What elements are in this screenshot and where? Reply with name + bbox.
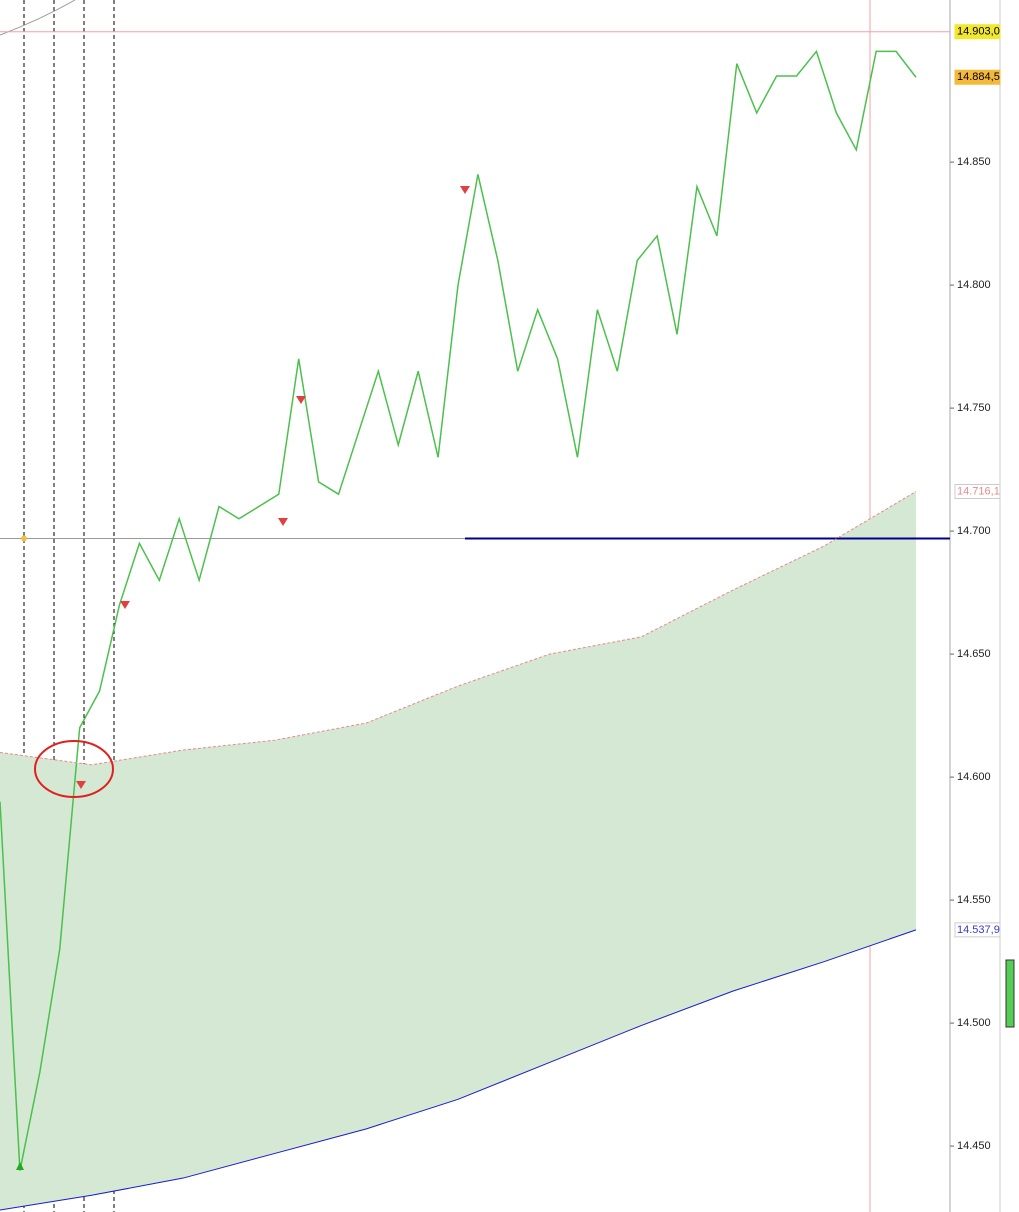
y-tick-label: 14.550 bbox=[957, 894, 991, 906]
price-label: 14.537,9 bbox=[957, 924, 1000, 936]
y-tick-label: 14.500 bbox=[957, 1017, 991, 1029]
plot: 14.450 14.500 14.550 14.600 14.650 14.700 14.7… bbox=[0, 24, 1001, 1211]
price-label: 14.903,0 bbox=[957, 26, 1000, 38]
y-tick-label: 14.600 bbox=[957, 771, 991, 783]
price-label: 14.884,5 bbox=[957, 71, 1000, 83]
y-tick-label: 14.650 bbox=[957, 648, 991, 660]
buy-arrow bbox=[16, 1162, 24, 1170]
y-tick-label: 14.800 bbox=[957, 279, 991, 291]
level-dot bbox=[21, 535, 27, 542]
y-tick-label: 14.700 bbox=[957, 525, 991, 537]
price-label-box bbox=[954, 922, 1001, 938]
y-tick-label: 14.750 bbox=[957, 402, 991, 414]
price-label-box bbox=[954, 483, 1001, 499]
price-label-box bbox=[954, 24, 1001, 40]
series-line bbox=[0, 491, 917, 766]
volume-candle bbox=[1005, 959, 1015, 1028]
annotation-circle bbox=[34, 740, 114, 798]
series-line bbox=[0, 49, 917, 1171]
y-tick-label: 14.450 bbox=[957, 1140, 991, 1152]
band-fill bbox=[0, 491, 916, 1211]
y-tick-label: 14.850 bbox=[957, 156, 991, 168]
series-line bbox=[0, 929, 917, 1211]
price-label-box bbox=[954, 69, 1001, 85]
price-label: 14.716,1 bbox=[957, 485, 1000, 497]
